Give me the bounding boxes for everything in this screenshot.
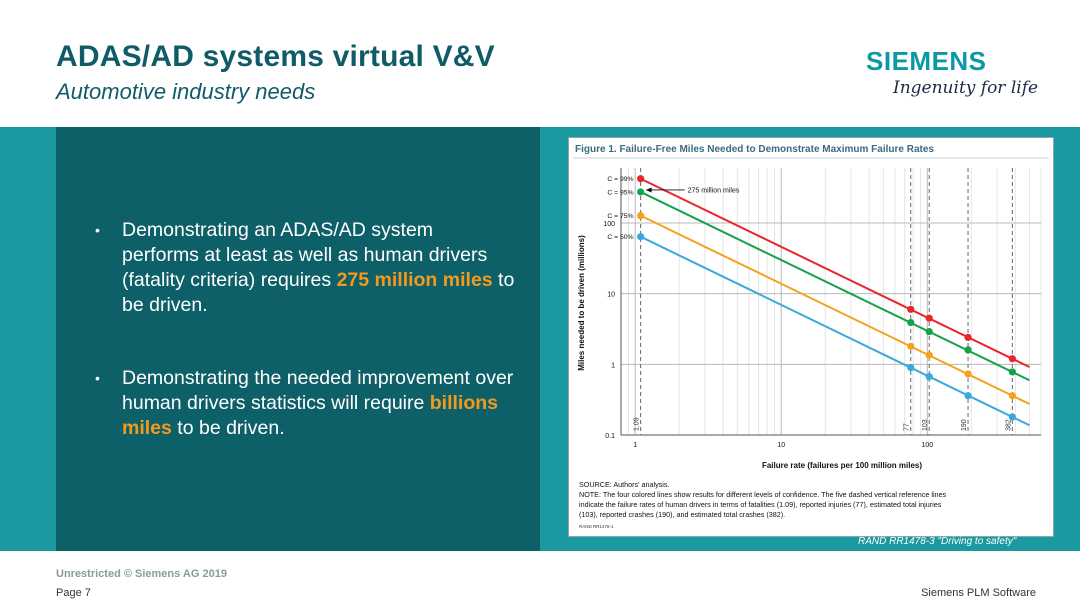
data-point bbox=[1008, 413, 1016, 421]
data-point bbox=[925, 314, 933, 322]
note-line: NOTE: The four colored lines show result… bbox=[579, 490, 947, 499]
data-point bbox=[925, 351, 933, 359]
bullet-text: to be driven. bbox=[122, 269, 515, 316]
data-point bbox=[964, 333, 972, 342]
slide-subtitle: Automotive industry needs bbox=[56, 79, 316, 104]
data-point bbox=[925, 328, 933, 336]
data-point bbox=[637, 175, 645, 183]
data-point bbox=[1008, 368, 1016, 376]
figure-id: RAND RR1478-1 bbox=[579, 524, 614, 529]
annotation-arrowhead-icon bbox=[645, 187, 652, 193]
data-point bbox=[1008, 355, 1016, 363]
x-tick-label: 100 bbox=[921, 442, 933, 449]
reference-line-label: 382 bbox=[1005, 419, 1012, 431]
chart-title: Figure 1. Failure-Free Miles Needed to D… bbox=[575, 144, 934, 155]
data-point bbox=[907, 342, 915, 350]
series-label: C = 75% bbox=[607, 213, 633, 220]
content-panel bbox=[56, 127, 540, 551]
footer-classification: Unrestricted © Siemens AG 2019 bbox=[56, 568, 227, 580]
reference-line-label: 1.09 bbox=[634, 417, 641, 431]
bullet-dot-icon: • bbox=[95, 370, 100, 386]
reference-line-label: 190 bbox=[961, 419, 968, 431]
series-line bbox=[640, 177, 1030, 368]
bullet-text: to be driven. bbox=[171, 417, 285, 439]
slide-title: ADAS/AD systems virtual V&V bbox=[56, 40, 495, 73]
series-label: C = 99% bbox=[607, 176, 633, 183]
data-point bbox=[964, 392, 972, 400]
data-point bbox=[907, 305, 915, 313]
data-point bbox=[637, 188, 645, 196]
bullet-item: • Demonstrating an ADAS/AD system perfor… bbox=[95, 218, 515, 318]
note-line: indicate the failure rates of human driv… bbox=[579, 500, 942, 509]
data-point bbox=[925, 373, 933, 381]
footer-page-number: Page 7 bbox=[56, 587, 91, 599]
y-axis-label: Miles needed to be driven (millions) bbox=[577, 235, 586, 371]
data-point bbox=[907, 318, 915, 327]
data-point bbox=[964, 346, 972, 354]
series-label: C = 50% bbox=[607, 234, 633, 241]
x-tick-label: 10 bbox=[777, 442, 785, 449]
x-axis-label: Failure rate (failures per 100 million m… bbox=[762, 461, 922, 470]
siemens-tagline: Ingenuity for life bbox=[893, 78, 1039, 98]
plot-area: 1 10 100 0.1 1 10 100 1.09 77 103 190 382 C = 99% C =… bbox=[603, 168, 1042, 449]
source-note: SOURCE: Authors' analysis. bbox=[579, 480, 669, 489]
annotation-label: 275 million miles bbox=[688, 187, 740, 194]
bullet-dot-icon: • bbox=[95, 222, 100, 238]
siemens-logo: SIEMENS bbox=[866, 46, 987, 76]
y-tick-label: 10 bbox=[607, 292, 615, 299]
y-tick-label: 1 bbox=[611, 362, 615, 369]
reference-line-label: 77 bbox=[904, 423, 911, 431]
series-line bbox=[640, 235, 1030, 427]
series-label: C = 95% bbox=[607, 189, 633, 196]
note-line: (103), reported crashes (190), and estim… bbox=[579, 510, 785, 519]
data-point bbox=[964, 370, 972, 378]
y-tick-label: 100 bbox=[603, 221, 615, 228]
bullet-highlight: 275 million miles bbox=[336, 269, 493, 291]
bullet-highlight: billions miles bbox=[122, 392, 499, 439]
footer-company: Siemens PLM Software bbox=[921, 587, 1036, 599]
y-tick-label: 0.1 bbox=[605, 433, 615, 440]
bullet-text: Demonstrating an ADAS/AD system performs… bbox=[122, 219, 488, 291]
series-line bbox=[640, 214, 1030, 405]
data-point bbox=[1008, 392, 1016, 400]
x-tick-label: 1 bbox=[633, 442, 637, 449]
bullet-list: • Demonstrating an ADAS/AD system perfor… bbox=[95, 218, 515, 489]
figure-card: Figure 1. Failure-Free Miles Needed to D… bbox=[568, 137, 1054, 537]
bullet-text: Demonstrating the needed improvement ove… bbox=[122, 367, 514, 414]
bullet-item: • Demonstrating the needed improvement o… bbox=[95, 366, 515, 441]
failure-miles-chart: Figure 1. Failure-Free Miles Needed to D… bbox=[573, 144, 1049, 529]
figure-caption: RAND RR1478-3 "Driving to safety" bbox=[858, 536, 1017, 547]
data-point bbox=[637, 212, 645, 220]
data-point bbox=[907, 363, 915, 372]
data-point bbox=[637, 233, 645, 241]
reference-line-label: 103 bbox=[922, 419, 929, 431]
